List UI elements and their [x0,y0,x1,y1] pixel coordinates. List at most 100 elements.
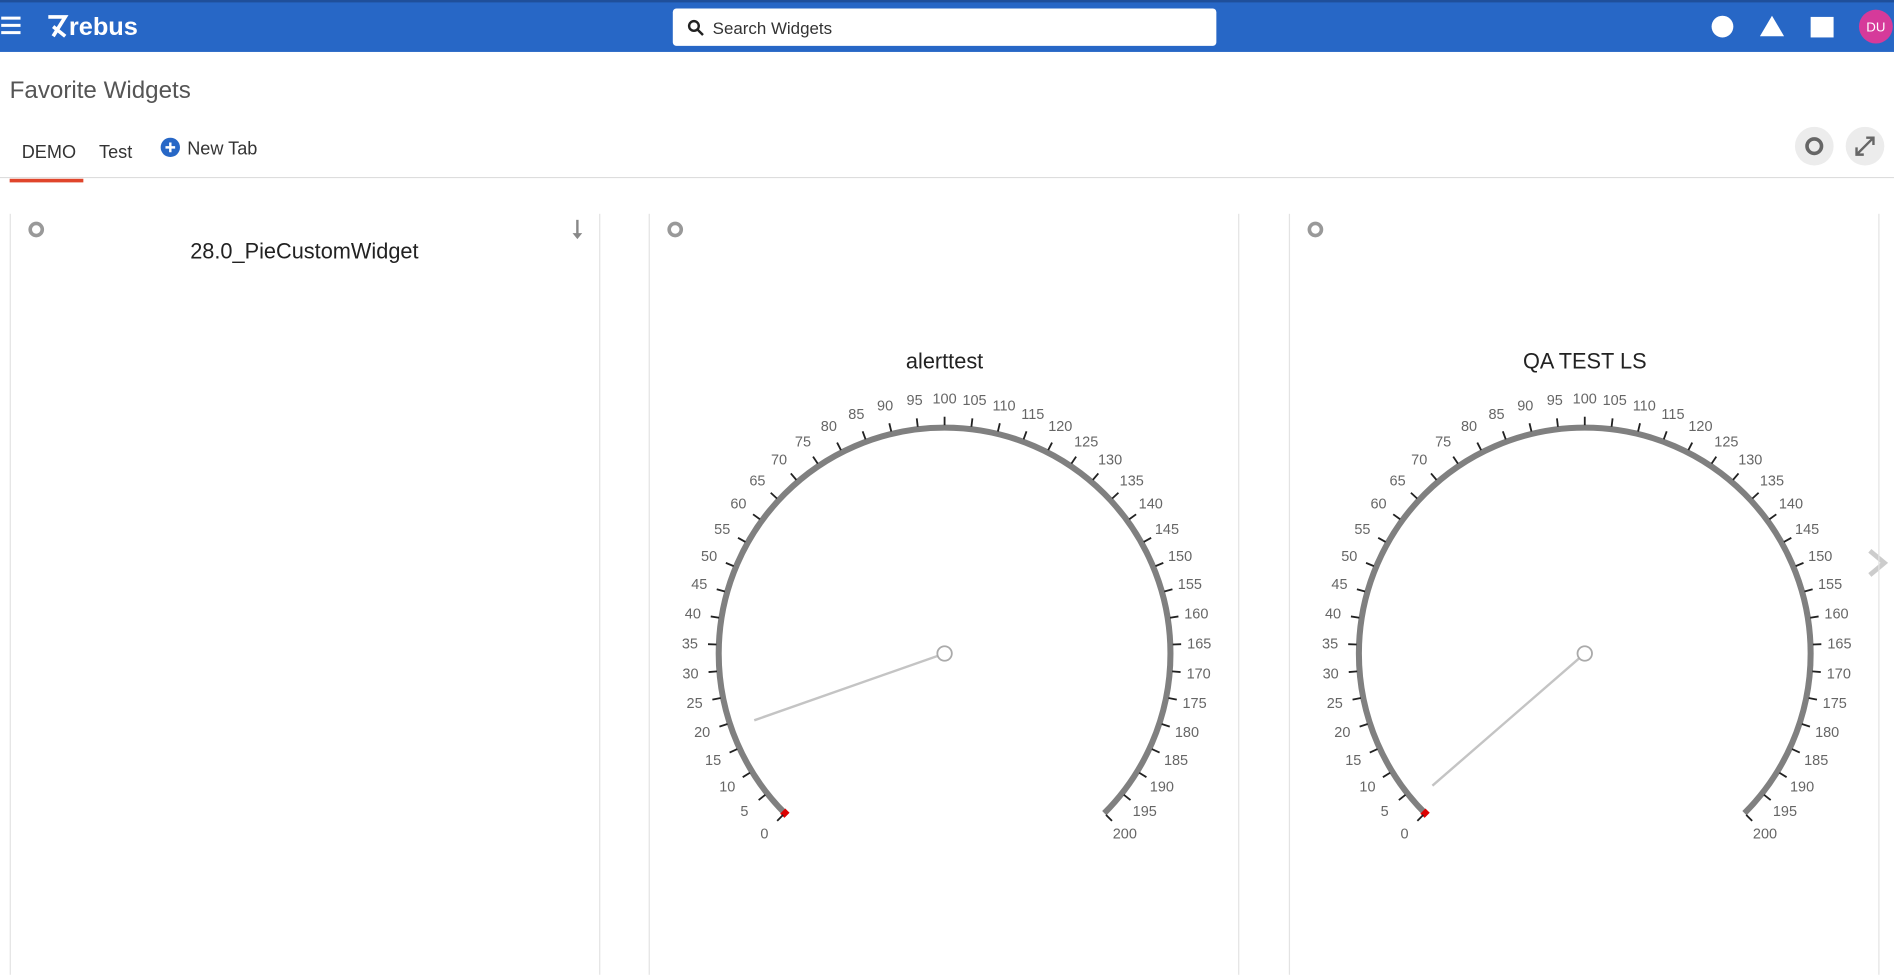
gauge-tick [752,513,761,521]
avatar-text: DU [1866,19,1885,34]
gauge-tick-label: 160 [1184,606,1208,622]
gauge-tick [710,615,720,619]
gauge-tick-label: 65 [1390,473,1406,489]
widget-settings[interactable] [28,221,45,238]
gauge-tick [1138,771,1147,778]
menu-icon[interactable] [1,16,21,35]
gauge-tick-label: 80 [821,419,837,435]
gauge-tick [725,562,735,567]
gauge-tick [1430,472,1438,481]
gauge-tick-label: 95 [1547,393,1563,409]
gauge-tick-label: 140 [1139,496,1163,512]
gauge-tick [836,442,842,451]
gauge-tick-label: 170 [1827,666,1851,682]
gauge-tick-label: 15 [705,753,721,769]
gauge-tick-label: 200 [1113,827,1137,843]
gauge-tick-label: 160 [1824,606,1848,622]
gauge-tick-label: 40 [1325,606,1341,622]
gauge-tick-label: 75 [1435,434,1451,450]
gauge-tick-label: 125 [1714,434,1738,450]
search-icon [687,19,704,36]
gauge-tick-label: 25 [1327,696,1343,712]
gauge-tick [770,492,778,500]
gauge-tick-label: 190 [1150,779,1174,795]
gauge-tick-label: 195 [1773,804,1797,820]
gauge-tick [1164,588,1173,593]
gauge-tick [915,418,919,427]
gauge-tick [996,423,1001,432]
gauge-tick-label: 135 [1760,473,1784,489]
gauge-tick [1105,814,1113,822]
gauge-tick-label: 65 [749,473,765,489]
gauge-tick-label: 120 [1688,419,1712,435]
gauge-tick-label: 170 [1187,666,1211,682]
alert-icon[interactable] [1759,15,1785,37]
gauge-tick-label: 70 [1411,453,1427,469]
widget-settings[interactable] [667,221,684,238]
gauge-tick-label: 100 [1573,391,1597,407]
gauge-tick [1377,537,1387,543]
gauge-tick [1161,723,1171,728]
gauge-tick [1398,794,1407,801]
settings-button[interactable] [1794,126,1834,166]
gauge-tick-label: 45 [1331,577,1347,593]
gauge-tick [1169,615,1179,619]
globe-icon[interactable] [1711,15,1734,38]
gauge-tick-label: 130 [1738,453,1762,469]
gear [1805,137,1824,156]
next-arrow[interactable] [1868,548,1889,577]
gauge-pivot [1576,645,1593,662]
active-tab-underline [9,178,84,183]
widget-settings[interactable] [1307,221,1324,238]
gauge-tick [1476,442,1482,451]
gauge-tick [1155,562,1164,567]
avatar[interactable] [1858,9,1893,44]
gauge-tick-label: 110 [1633,398,1656,414]
gauge-arc [715,424,1174,816]
gauge-tick [1382,771,1391,778]
widget-title: alerttest [906,348,983,373]
gauge-tick [1352,697,1362,701]
gauge-tick [1356,588,1366,593]
gauge-tick [1778,771,1788,778]
gauge-tick-label: 175 [1823,696,1847,712]
gauge-tick-label: 35 [1322,636,1338,652]
gauge-tick [1128,513,1137,521]
gauge-tick [1804,588,1813,593]
gauge-tick [1123,794,1132,801]
gauge-tick [1768,513,1777,521]
gauge-tick-label: 25 [687,696,703,712]
gauge-tick-label: 0 [760,827,768,843]
gauge-tick [1808,697,1818,701]
gauge-tick-label: 10 [719,779,735,795]
gauge-tick [716,588,726,593]
gauge-tick [1501,431,1507,440]
gauge-tick-label: 20 [1334,725,1350,741]
calendar-icon[interactable] [1810,16,1834,38]
gauge-tick [790,472,798,481]
gauge-tick-label: 5 [740,804,748,820]
gauge-tick [1070,456,1077,465]
gauge-tick [1111,492,1120,500]
gauge-tick [776,814,784,822]
expand [1855,136,1875,156]
new-tab[interactable]: New Tab [187,139,257,159]
gauge-tick-label: 90 [1517,398,1533,414]
gauge-tick-label: 185 [1804,753,1828,769]
gauge-tick-label: 40 [685,606,701,622]
gauge-tick-label: 55 [1354,522,1370,538]
gauge-tick-label: 155 [1178,577,1202,593]
logo[interactable]: rebus [69,13,138,41]
tab[interactable]: Test [99,142,132,162]
search-box[interactable]: Search Widgets [672,8,1217,46]
gauge-tick-label: 180 [1815,725,1839,741]
tab[interactable]: DEMO [22,142,76,162]
gauge-tick-label: 75 [795,434,811,450]
gauge-tick-label: 60 [730,496,746,512]
gauge-tick-label: 50 [1341,549,1357,565]
gauge-tick [1791,748,1801,754]
gauge-tick [708,670,718,673]
